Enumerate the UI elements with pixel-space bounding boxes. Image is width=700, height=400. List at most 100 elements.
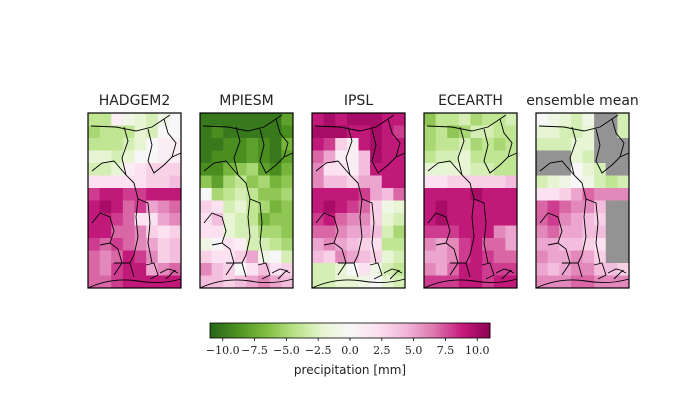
heatmap-cell: [312, 225, 325, 239]
heatmap-cell: [582, 275, 595, 289]
heatmap-cell: [447, 150, 460, 164]
heatmap-cell: [358, 138, 371, 151]
heatmap-cell: [122, 188, 135, 201]
heatmap-cell: [258, 125, 271, 139]
colorbar-swatch: [468, 323, 471, 338]
heatmap-cell: [358, 150, 371, 164]
cells: [424, 113, 518, 289]
border-line: [473, 198, 489, 264]
colorbar-swatch: [404, 323, 407, 338]
heatmap-cell: [493, 200, 506, 214]
colorbar-swatch: [366, 323, 369, 338]
heatmap-cell: [536, 238, 549, 251]
heatmap-cell: [582, 150, 595, 164]
heatmap-cell: [200, 138, 213, 151]
heatmap-cell: [482, 200, 495, 214]
border-line: [314, 114, 395, 132]
heatmap-cell: [582, 113, 595, 126]
colorbar-tick-label: 5.0: [405, 344, 423, 357]
heatmap-cell: [447, 125, 460, 139]
heatmap-cell: [470, 275, 483, 289]
border-line: [315, 160, 363, 200]
colorbar-swatch: [476, 323, 479, 338]
heatmap-cell: [458, 263, 471, 276]
colorbar-swatch: [424, 323, 427, 338]
heatmap-cell: [157, 188, 170, 201]
heatmap-cell: [234, 238, 247, 251]
heatmap-cell: [246, 125, 259, 139]
heatmap-cell: [312, 250, 325, 264]
colorbar-swatch: [412, 323, 415, 338]
heatmap-cell: [617, 188, 630, 201]
colorbar-swatch: [234, 323, 237, 338]
heatmap-cell: [169, 150, 182, 164]
heatmap-cell: [605, 213, 618, 226]
heatmap-cell: [88, 225, 101, 239]
heatmap-cell: [470, 225, 483, 239]
heatmap-cell: [211, 175, 224, 189]
colorbar-swatch: [318, 323, 321, 338]
heatmap-cell: [570, 200, 583, 214]
colorbar-swatch: [398, 323, 401, 338]
heatmap-cell: [559, 213, 572, 226]
heatmap-cell: [169, 188, 182, 201]
heatmap-cell: [146, 213, 159, 226]
heatmap-cell: [505, 113, 518, 126]
heatmap-cell: [559, 200, 572, 214]
border-line: [99, 242, 123, 276]
heatmap-cell: [617, 125, 630, 139]
colorbar-swatch: [372, 323, 375, 338]
heatmap-cell: [617, 175, 630, 189]
heatmap-cell: [381, 138, 394, 151]
heatmap-cell: [281, 250, 294, 264]
heatmap-cell: [547, 200, 560, 214]
border-line: [585, 198, 601, 264]
border-line: [159, 268, 177, 274]
heatmap-cell: [246, 263, 259, 276]
border-line: [538, 114, 619, 132]
heatmap-cell: [447, 225, 460, 239]
heatmap-cell: [458, 113, 471, 126]
colorbar-swatch: [282, 323, 285, 338]
cells: [200, 113, 294, 289]
colorbar-swatch: [418, 323, 421, 338]
heatmap-cell: [258, 150, 271, 164]
colorbar-swatch: [328, 323, 331, 338]
heatmap-cell: [111, 150, 124, 164]
heatmap-cell: [358, 125, 371, 139]
border-line: [427, 212, 451, 244]
heatmap-cell: [594, 175, 607, 189]
heatmap-cell: [281, 275, 294, 289]
heatmap-cell: [346, 188, 359, 201]
heatmap-cell: [281, 238, 294, 251]
heatmap-cell: [594, 125, 607, 139]
colorbar-swatch: [268, 323, 271, 338]
heatmap-cell: [424, 238, 437, 251]
heatmap-cell: [169, 275, 182, 289]
colorbar-swatch: [434, 323, 437, 338]
heatmap-cell: [88, 125, 101, 139]
heatmap-cell: [358, 213, 371, 226]
colorbar-swatch: [472, 323, 475, 338]
colorbar-swatch: [402, 323, 405, 338]
heatmap-cell: [269, 163, 282, 176]
heatmap-cell: [88, 275, 101, 289]
colorbar-swatch: [394, 323, 397, 338]
border-line: [501, 270, 515, 280]
colorbar-swatch: [334, 323, 337, 338]
heatmap-cell: [617, 163, 630, 176]
heatmap-cell: [505, 238, 518, 251]
heatmap-cell: [134, 113, 147, 126]
colorbar-swatch: [262, 323, 265, 338]
heatmap-cell: [393, 213, 406, 226]
colorbar-tick-label: 10.0: [465, 344, 490, 357]
colorbar-swatch: [248, 323, 251, 338]
heatmap-cell: [435, 225, 448, 239]
border-line: [465, 198, 475, 264]
panel-2: IPSL: [311, 93, 406, 289]
heatmap-cell: [211, 113, 224, 126]
heatmap-cell: [547, 138, 560, 151]
heatmap-cell: [269, 225, 282, 239]
heatmap-cell: [493, 238, 506, 251]
border-line: [426, 114, 507, 132]
